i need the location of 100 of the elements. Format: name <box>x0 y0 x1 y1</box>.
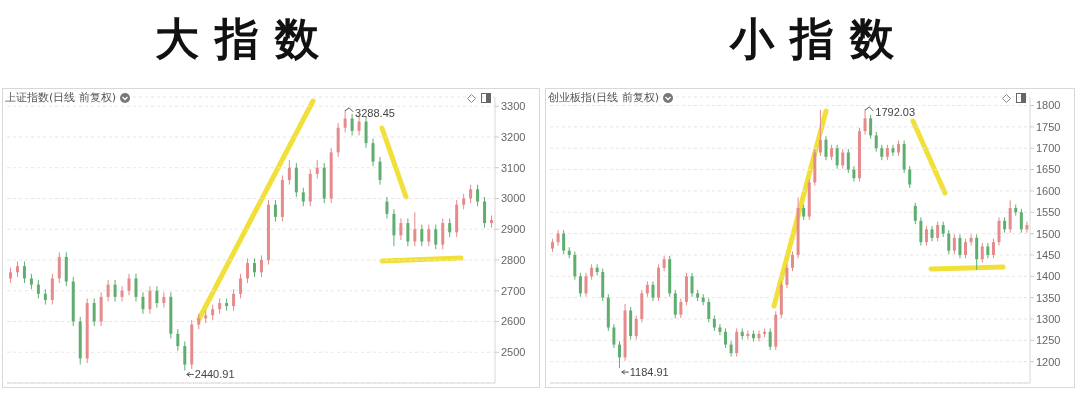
candlestick <box>947 229 951 255</box>
candlestick <box>791 251 794 272</box>
candlestick <box>483 196 487 229</box>
candlestick <box>441 217 445 250</box>
candlestick <box>127 273 131 296</box>
candlestick <box>846 148 850 174</box>
candlestick <box>913 202 917 225</box>
candlestick <box>141 291 145 315</box>
candlestick <box>573 251 577 281</box>
candlestick <box>92 297 96 327</box>
candlestick <box>301 187 305 207</box>
candlestick <box>958 233 962 259</box>
candlestick <box>50 273 54 306</box>
candlestick <box>997 216 1001 247</box>
candlestick <box>651 280 655 302</box>
annotation: 2440.91 <box>194 368 235 381</box>
candlestick <box>936 221 940 242</box>
chart-title: 小指数 <box>728 12 911 66</box>
annotation: 3288.45 <box>355 106 395 119</box>
candlestick <box>617 340 621 369</box>
candlestick <box>991 238 995 259</box>
candlestick <box>434 224 438 250</box>
y-tick-label: 1200 <box>1036 355 1061 368</box>
candlestick <box>315 159 319 179</box>
candlestick <box>969 233 973 247</box>
candlestick <box>818 109 822 157</box>
candlestick <box>891 144 895 157</box>
y-tick-label: 1350 <box>1036 291 1061 304</box>
candlestick <box>919 216 923 247</box>
candlestick <box>863 108 867 136</box>
candlestick <box>476 184 480 207</box>
candlestick <box>690 272 694 298</box>
candlestick <box>735 327 739 358</box>
candlestick <box>378 156 382 186</box>
y-tick-label: 1250 <box>1036 334 1061 347</box>
y-tick-label: 3100 <box>501 161 526 174</box>
candlestick <box>679 297 683 319</box>
candlestick <box>975 233 979 271</box>
candlestick <box>57 251 61 284</box>
candlestick <box>908 165 912 189</box>
candlestick <box>634 315 638 340</box>
candlestick <box>964 238 968 259</box>
candlestick <box>106 279 110 303</box>
candlestick <box>392 208 396 247</box>
chart-subtitle: 创业板指(日线 前复权) <box>548 90 660 105</box>
candlestick <box>556 229 560 247</box>
candlestick <box>718 323 722 336</box>
candlestick <box>420 224 424 247</box>
y-tick-label: 1600 <box>1036 184 1061 197</box>
candlestick <box>578 272 582 298</box>
candlestick <box>413 211 417 247</box>
candlestick <box>176 328 180 352</box>
candlestick <box>952 233 956 255</box>
candlestick <box>612 323 616 349</box>
candlestick <box>183 340 187 371</box>
candlestick <box>162 291 166 309</box>
candlestick <box>707 297 711 323</box>
y-tick-label: 3000 <box>501 192 526 205</box>
candlestick <box>253 257 256 278</box>
y-tick-label: 1800 <box>1036 99 1061 112</box>
candlestick <box>371 138 375 167</box>
candlestick <box>448 217 452 238</box>
candlestick <box>874 131 878 153</box>
candlestick <box>406 217 410 247</box>
candlestick <box>343 109 347 133</box>
candlestick <box>399 217 403 241</box>
y-tick-label: 1400 <box>1036 270 1061 283</box>
annotation: 1184.91 <box>629 366 669 379</box>
chart-title: 大指数 <box>154 12 336 66</box>
candlestick <box>155 285 159 309</box>
candlestick <box>134 273 138 303</box>
y-tick-label: 1650 <box>1036 163 1061 176</box>
candlestick <box>924 225 928 247</box>
candlestick <box>1008 199 1012 234</box>
candlestick <box>980 242 984 264</box>
candlestick <box>287 159 291 186</box>
y-tick-label: 2700 <box>501 284 526 297</box>
candlestick <box>562 229 566 255</box>
candlestick <box>364 116 368 149</box>
candlestick <box>113 279 117 303</box>
y-tick-label: 1550 <box>1036 206 1061 219</box>
candlestick <box>22 261 26 284</box>
candlestick <box>1025 221 1029 234</box>
candlestick <box>232 288 236 312</box>
candlestick <box>259 254 263 278</box>
candlestick <box>724 327 728 349</box>
candlestick <box>1019 208 1023 234</box>
candlestick <box>841 148 845 170</box>
candlestick <box>120 285 124 303</box>
candlestick <box>148 285 152 315</box>
y-tick-label: 2600 <box>501 315 526 328</box>
y-tick-label: 1300 <box>1036 312 1061 325</box>
candlestick <box>273 199 277 223</box>
y-tick-label: 1500 <box>1036 227 1061 240</box>
candlestick <box>36 279 40 299</box>
candlestick <box>729 340 733 358</box>
candlestick <box>427 224 431 247</box>
candlestick <box>469 184 473 204</box>
y-tick-label: 3300 <box>501 100 526 113</box>
candlestick <box>385 196 389 219</box>
